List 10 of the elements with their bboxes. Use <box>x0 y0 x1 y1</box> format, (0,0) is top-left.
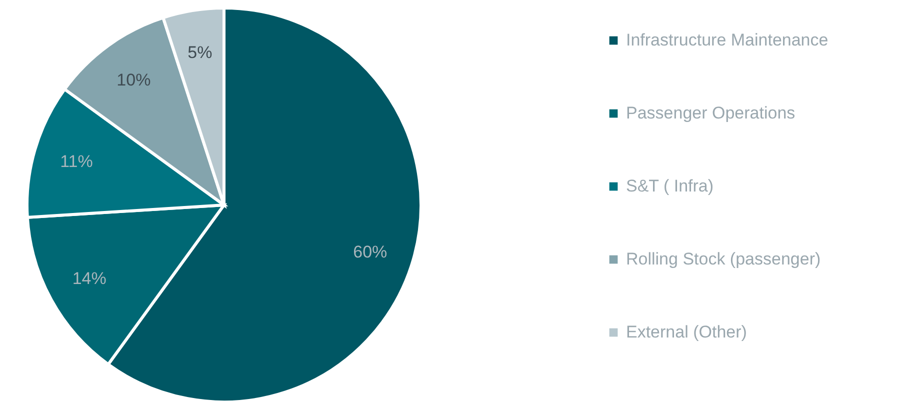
data-label: 5% <box>188 43 212 62</box>
legend-label: S&T ( Infra) <box>626 176 714 196</box>
data-label: 14% <box>72 269 106 288</box>
data-label: 60% <box>353 242 388 262</box>
legend-label: External (Other) <box>626 322 747 342</box>
legend-label: Infrastructure Maintenance <box>626 30 828 50</box>
data-label: 10% <box>116 70 151 90</box>
data-label: 11% <box>60 152 93 172</box>
legend-label: Passenger Operations <box>626 104 796 122</box>
legend-label: Rolling Stock (passenger) <box>626 250 821 268</box>
